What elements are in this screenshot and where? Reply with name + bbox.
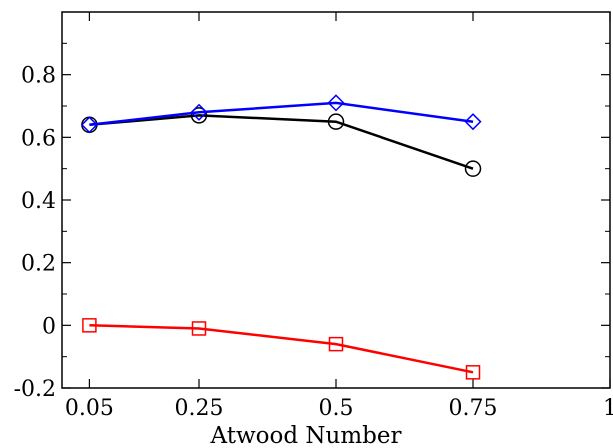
tick-labels-layer: 0.05 0.25 0.5 0.75 1 -0.2 0 0.2 0.4 0.6 0.8 [14, 64, 613, 421]
plot-frame [61, 11, 611, 389]
y-tick-label: 0.8 [21, 64, 56, 89]
series-diamond [80, 94, 482, 134]
series-circle [81, 107, 482, 177]
x-tick-label: 0.75 [449, 396, 498, 421]
data-point-square [465, 365, 481, 380]
x-tick-label: 0.05 [65, 396, 114, 421]
x-axis-title: Atwood Number [210, 423, 402, 448]
data-point-square [82, 318, 97, 333]
series-layer [80, 94, 482, 380]
series-line [89, 101, 474, 127]
data-point-square [328, 336, 344, 352]
x-tick-label: 0.25 [175, 396, 224, 421]
y-tick-label: 0 [42, 314, 56, 339]
y-tick-label: 0.2 [21, 252, 56, 277]
series-line [89, 324, 474, 374]
x-tick-label: 1 [603, 396, 613, 421]
data-point-circle [464, 160, 482, 177]
y-tick-label: 0.4 [21, 189, 56, 214]
series-square [82, 318, 481, 380]
data-point-circle [190, 107, 208, 124]
x-tick-label: 0.5 [319, 396, 354, 421]
series-line [89, 114, 474, 170]
data-point-diamond [80, 116, 98, 134]
data-point-diamond [190, 103, 208, 121]
y-tick-label: -0.2 [14, 377, 56, 402]
data-point-circle [327, 113, 345, 130]
data-point-diamond [327, 94, 345, 112]
y-tick-label: 0.6 [21, 126, 56, 151]
data-point-square [191, 321, 207, 336]
ticks-layer [62, 12, 611, 389]
data-point-diamond [464, 113, 482, 131]
